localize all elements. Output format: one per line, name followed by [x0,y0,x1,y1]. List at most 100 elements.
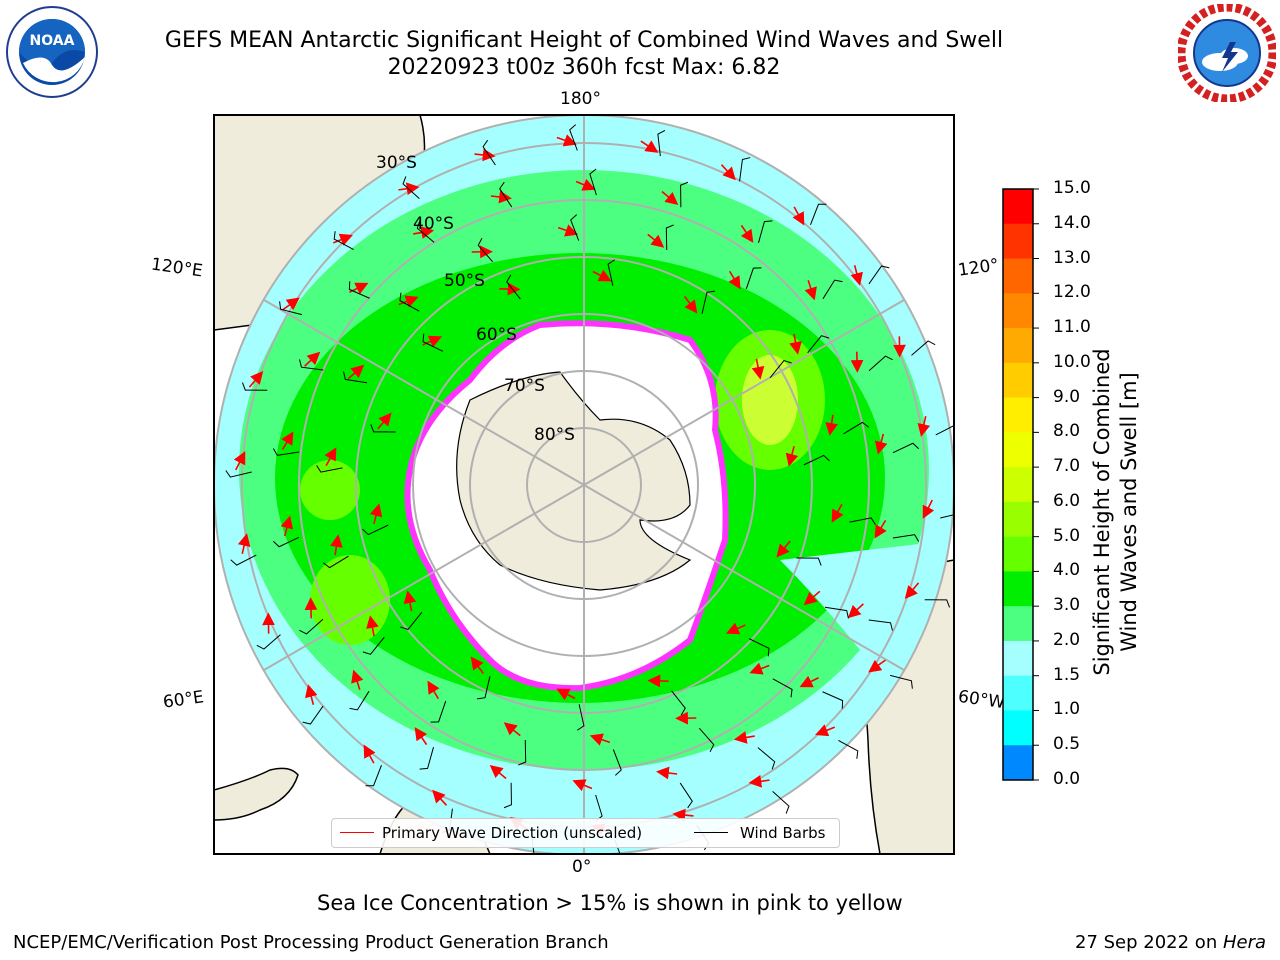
wind-barb [769,359,792,378]
colorbar-tick-label: 1.5 [1053,664,1081,685]
wind-barb [476,676,491,700]
wave-direction-arrow [728,270,741,290]
wave-direction-arrow [803,590,821,606]
colorbar-label-line1: Significant Height of Combined [1090,348,1114,676]
wind-barb [577,704,585,731]
colorbar-tick-label: 2.0 [1053,629,1081,650]
chart-title: GEFS MEAN Antarctic Significant Height o… [164,28,1004,53]
wind-barb [748,638,770,657]
wind-barb [225,470,252,478]
wind-barb [419,747,434,770]
wind-barb [256,634,281,650]
wind-barb-legend-label: Wind Barbs [740,824,826,842]
wave-direction-arrow [414,727,428,746]
wind-barb [849,517,876,525]
colorbar-segment [1003,258,1033,294]
wave-direction-arrow [647,674,669,688]
colorbar-frame [1002,188,1034,781]
colorbar-segment [1003,710,1033,746]
wave-direction-arrow [792,206,805,226]
wave-direction-arrow [398,182,420,196]
wave-direction-arrow [589,733,611,746]
wave-direction-arrow [398,295,419,308]
wind-barb [365,765,382,787]
wind-barb [607,259,615,286]
wave-direction-arrow [237,533,251,554]
colorbar-tick-label: 15.0 [1053,178,1091,198]
colorbar-segment [1003,501,1033,538]
wave-direction-arrow [503,722,521,737]
generation-date-text: 27 Sep 2022 on [1075,932,1223,953]
colorbar-segment [1003,745,1033,781]
wind-barb [924,599,951,608]
wind-barb [430,700,447,723]
wave-direction-arrow [640,140,659,153]
wind-barb [807,335,830,354]
wind-barb [772,790,790,814]
wind-barb [477,237,494,263]
wave-direction-arrow [556,134,577,147]
wave-direction-arrow [304,351,321,367]
wind-barb [843,421,870,435]
wave-direction-arrow [427,680,440,700]
wind-barb [272,536,300,548]
colorbar-tick-label: 8.0 [1053,421,1081,442]
wind-barb [739,157,751,182]
colorbar-segment [1003,328,1033,364]
wind-barb [803,454,830,466]
wave-direction-arrow [556,688,576,701]
wind-barb [343,371,368,384]
wave-direction-arrow [733,731,755,744]
wave-direction-arrow [825,414,838,436]
wave-direction-arrow [647,233,665,248]
chart-subtitle: 20220923 t00z 360h fcst Max: 6.82 [387,55,781,80]
wave-direction-arrow [432,789,448,806]
colorbar-tick-label: 0.0 [1053,769,1081,789]
wind-barb [758,220,773,243]
colorbar-segment [1003,397,1033,433]
wind-barb [810,203,827,225]
wave-direction-arrow [470,656,485,674]
lat-label-80s: 80°S [534,425,575,445]
colorbar-segment [1003,536,1033,572]
generation-host: Hera [1222,932,1266,953]
wave-direction-arrow [324,447,337,467]
wave-direction-arrow [749,662,770,675]
lat-label-70s: 70°S [504,376,545,396]
wave-direction-arrow [422,335,443,348]
wind-barb [333,231,354,250]
wave-direction-arrow [815,724,836,737]
colorbar-tick-label: 7.0 [1053,456,1081,477]
wave-direction-arrow [661,190,679,205]
wave-direction-arrow [799,675,819,688]
sea-ice-note: Sea Ice Concentration > 15% is shown in … [317,891,903,915]
map-frame [213,114,955,855]
colorbar-tick-label: 0.5 [1053,734,1081,755]
wind-barb [680,181,689,208]
colorbar-tick-label: 10.0 [1053,351,1091,372]
wave-direction-arrow [403,590,417,612]
wind-barb [940,514,954,519]
wind-barb [402,176,420,200]
wind-barb [362,524,389,536]
colorbar-tick-label: 5.0 [1053,525,1081,546]
wind-barb [868,619,893,631]
wind-barb [822,691,844,709]
wind-barb [400,612,423,631]
wave-direction-arrow [922,499,935,519]
colorbar-segment [1003,467,1033,503]
wind-barb [518,739,527,766]
wind-barb [348,281,370,299]
colorbar-tick-label: 12.0 [1053,282,1091,303]
lon-label-0: 0° [572,857,592,877]
wind-barb [322,555,349,569]
wave-direction-arrow [369,503,383,525]
wind-barb [701,290,716,314]
wind-barb [796,557,822,566]
wind-barb [698,727,715,753]
colorbar-segment [1003,606,1033,642]
wind-barb [838,740,859,759]
wave-direction-arrow [499,282,521,296]
wind-barb [362,636,385,655]
